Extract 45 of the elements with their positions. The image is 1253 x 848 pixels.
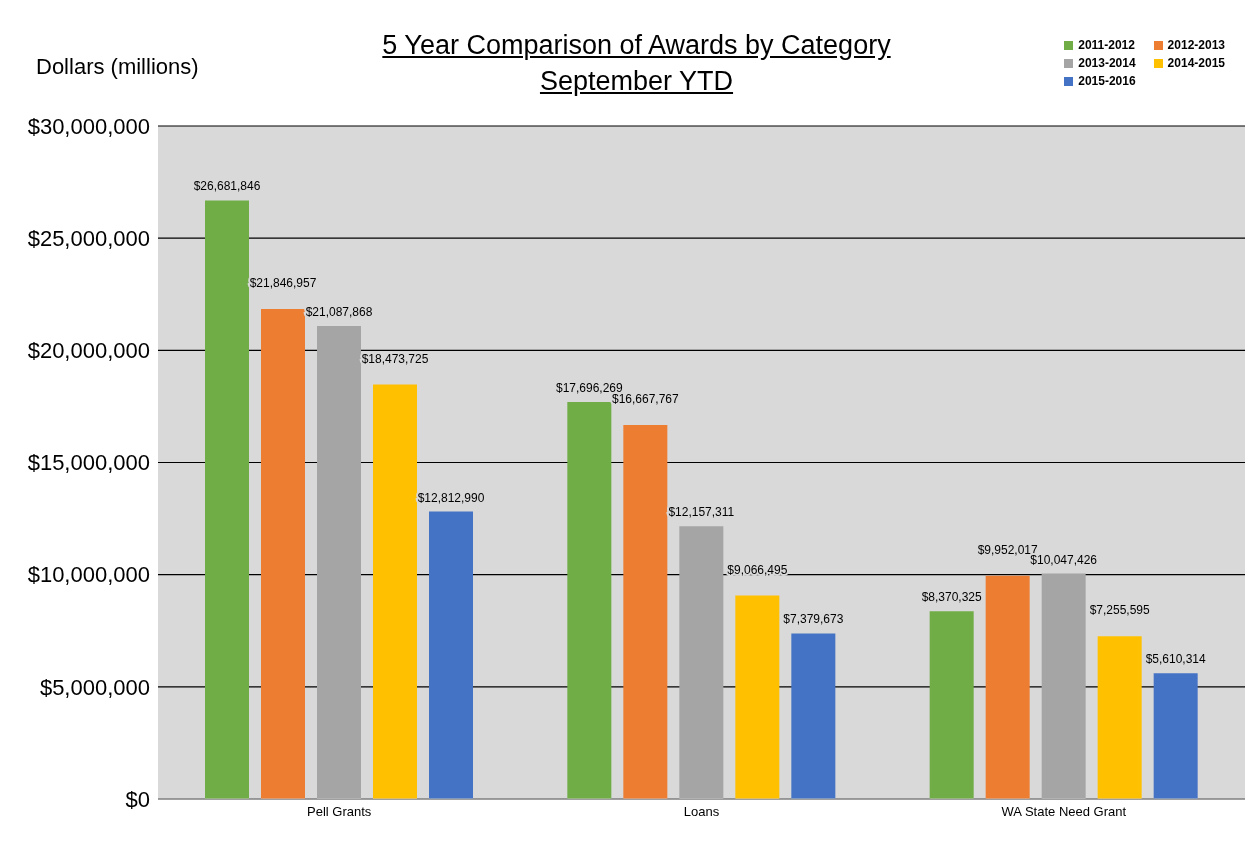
bar [985,575,1030,799]
bar [1153,673,1198,799]
data-label: $7,255,595 [1089,603,1151,618]
bar [317,325,361,799]
y-tick-label: $20,000,000 [27,338,150,364]
data-label: $18,473,725 [361,351,429,366]
bar [623,425,668,799]
y-tick-label: $30,000,000 [27,113,150,139]
y-tick-label: $0 [125,786,150,812]
bar [1041,573,1086,799]
bar [679,526,724,799]
data-label: $21,087,868 [305,304,373,319]
y-tick-label: $10,000,000 [27,562,150,588]
y-tick-label: $15,000,000 [27,450,150,476]
x-tick-label: Pell Grants [307,804,372,820]
chart-title: 5 Year Comparison of Awards by Category [382,30,891,60]
data-label: $9,066,495 [727,562,788,577]
legend-label: 2013-2014 [1078,56,1136,70]
data-label: $12,157,311 [668,505,735,520]
bar [429,511,473,799]
legend-label: 2011-2012 [1078,38,1135,52]
legend-label: 2014-2015 [1167,56,1225,70]
bar [567,402,612,799]
y-tick-label: $5,000,000 [39,674,150,700]
data-label: $5,610,314 [1145,652,1207,667]
data-label: $21,846,957 [249,275,317,290]
x-tick-label: Loans [683,804,720,820]
data-label: $8,370,325 [921,590,983,605]
y-axis-title: Dollars (millions) [36,54,199,80]
bar [373,384,417,799]
legend-label: 2015-2016 [1078,74,1136,88]
data-label: $7,379,673 [783,612,844,627]
bar [205,200,249,799]
legend-label: 2012-2013 [1167,38,1225,52]
bar [929,611,974,799]
bar [791,633,836,799]
data-label: $9,952,017 [977,542,1039,557]
data-label: $12,812,990 [417,490,485,505]
y-tick-label: $25,000,000 [27,225,150,251]
bar [1097,636,1142,799]
bar [261,308,305,799]
bar [735,595,780,799]
data-label: $26,681,846 [193,179,261,194]
x-tick-label: WA State Need Grant [1001,804,1127,820]
chart-subtitle: September YTD [539,66,734,96]
